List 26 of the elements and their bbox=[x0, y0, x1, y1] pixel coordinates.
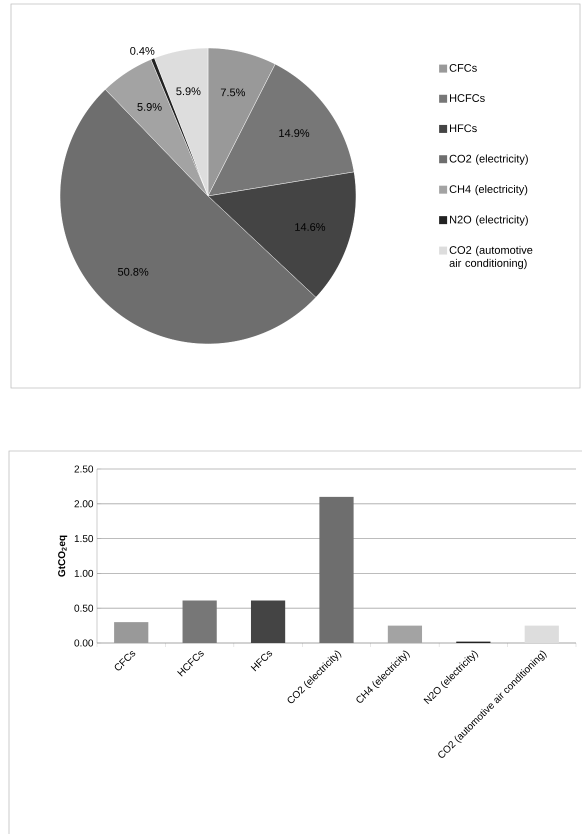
bar bbox=[524, 626, 559, 643]
bar bbox=[388, 626, 422, 643]
y-tick-label: 1.00 bbox=[74, 570, 94, 577]
y-tick-label: 0.50 bbox=[74, 604, 94, 612]
data-label: 50.8% bbox=[118, 268, 148, 276]
bar bbox=[319, 496, 354, 643]
legend-label: HFCs bbox=[450, 124, 477, 132]
data-label: 14.9% bbox=[279, 129, 310, 137]
bar bbox=[114, 622, 148, 643]
y-tick-label: 2.00 bbox=[74, 500, 94, 508]
y-tick-label: 1.50 bbox=[74, 535, 94, 542]
legend-label: CO2 (electricity) bbox=[450, 154, 528, 165]
legend-label: HCFCs bbox=[450, 94, 485, 102]
data-label: 7.5% bbox=[220, 88, 246, 96]
legend-label: N2O (electricity) bbox=[450, 215, 528, 226]
data-label: 5.9% bbox=[176, 87, 201, 96]
y-axis-title: GtCO$_{2}$eq bbox=[58, 536, 68, 577]
legend-label: CFCs bbox=[450, 64, 477, 72]
legend-label: CH4 (electricity) bbox=[450, 184, 528, 196]
data-label: 14.6% bbox=[295, 223, 326, 231]
y-tick-label: 0.00 bbox=[74, 639, 94, 647]
data-label: 0.4% bbox=[130, 46, 154, 55]
data-label: 5.9% bbox=[137, 103, 162, 111]
bar bbox=[250, 600, 286, 643]
legend-label: CO2 (automotive air conditioning) bbox=[450, 246, 532, 270]
y-tick-label: 2.50 bbox=[74, 465, 94, 473]
